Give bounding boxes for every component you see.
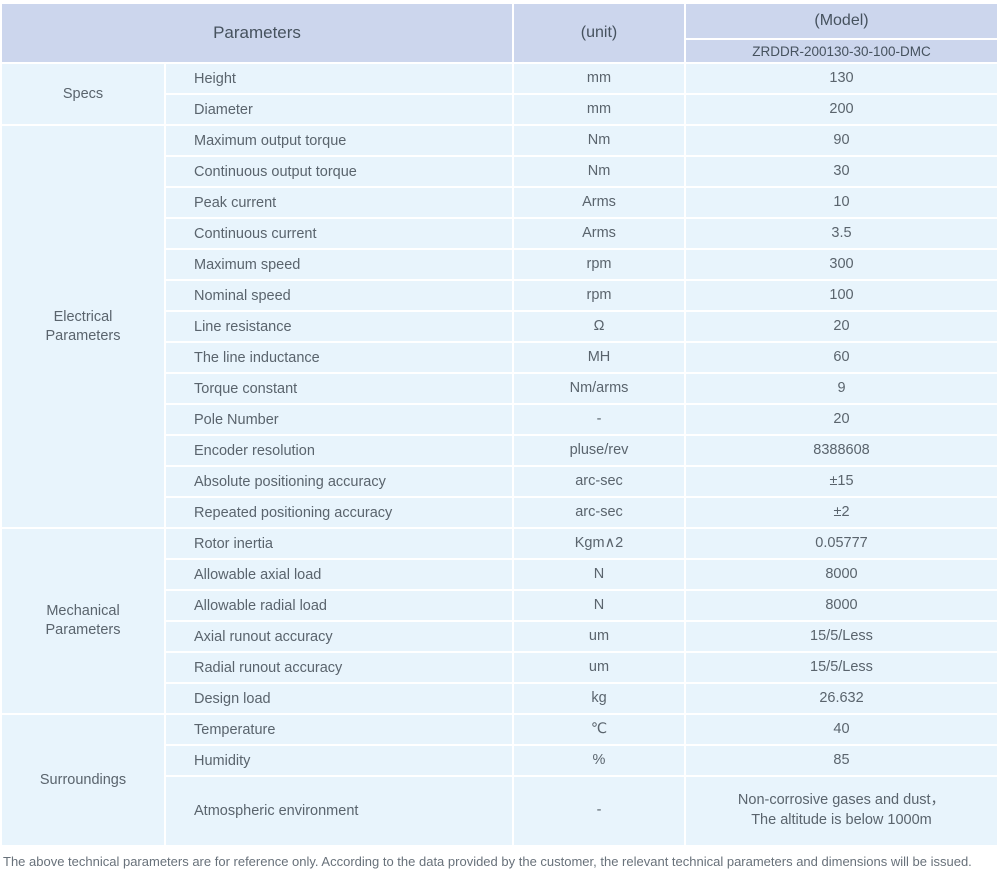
value-cell: 3.5 — [686, 219, 997, 248]
value-cell: 10 — [686, 188, 997, 217]
unit-cell: Arms — [514, 219, 684, 248]
parameters-header: Parameters — [2, 4, 512, 62]
unit-cell: ℃ — [514, 715, 684, 744]
unit-cell: rpm — [514, 250, 684, 279]
value-cell: 26.632 — [686, 684, 997, 713]
value-cell: 40 — [686, 715, 997, 744]
value-cell: 8388608 — [686, 436, 997, 465]
param-cell: Maximum output torque — [166, 126, 512, 155]
unit-cell: um — [514, 653, 684, 682]
param-cell: Absolute positioning accuracy — [166, 467, 512, 496]
value-cell: 130 — [686, 64, 997, 93]
param-cell: Encoder resolution — [166, 436, 512, 465]
model-header: (Model) — [686, 4, 997, 38]
param-cell: Temperature — [166, 715, 512, 744]
param-cell: Axial runout accuracy — [166, 622, 512, 651]
unit-cell: % — [514, 746, 684, 775]
unit-cell: arc-sec — [514, 498, 684, 527]
unit-cell: Ω — [514, 312, 684, 341]
section-label-specs: Specs — [2, 64, 164, 124]
param-cell: Pole Number — [166, 405, 512, 434]
value-cell: 60 — [686, 343, 997, 372]
spec-table: Parameters (unit) (Model) ZRDDR-200130-3… — [2, 4, 997, 845]
param-cell: Nominal speed — [166, 281, 512, 310]
param-cell: The line inductance — [166, 343, 512, 372]
unit-cell: pluse/rev — [514, 436, 684, 465]
section-label-electrical-parameters: Electrical Parameters — [2, 126, 164, 527]
param-cell: Peak current — [166, 188, 512, 217]
footer-note: The above technical parameters are for r… — [3, 854, 972, 869]
param-cell: Maximum speed — [166, 250, 512, 279]
value-cell: 30 — [686, 157, 997, 186]
value-cell: 100 — [686, 281, 997, 310]
unit-cell: um — [514, 622, 684, 651]
param-cell: Atmospheric environment — [166, 777, 512, 845]
value-cell: 20 — [686, 405, 997, 434]
param-cell: Diameter — [166, 95, 512, 124]
value-cell: 200 — [686, 95, 997, 124]
section-label-surroundings: Surroundings — [2, 715, 164, 845]
unit-cell: Nm — [514, 157, 684, 186]
param-cell: Humidity — [166, 746, 512, 775]
unit-cell: Nm — [514, 126, 684, 155]
value-cell: 9 — [686, 374, 997, 403]
unit-cell: mm — [514, 95, 684, 124]
unit-cell: Kgm∧2 — [514, 529, 684, 558]
value-cell: 85 — [686, 746, 997, 775]
unit-cell: Arms — [514, 188, 684, 217]
unit-cell: MH — [514, 343, 684, 372]
value-cell: ±2 — [686, 498, 997, 527]
unit-cell: rpm — [514, 281, 684, 310]
param-cell: Rotor inertia — [166, 529, 512, 558]
param-cell: Height — [166, 64, 512, 93]
value-cell: 0.05777 — [686, 529, 997, 558]
section-label-mechanical-parameters: Mechanical Parameters — [2, 529, 164, 713]
value-cell: Non-corrosive gases and dust， The altitu… — [686, 777, 997, 845]
unit-cell: - — [514, 405, 684, 434]
value-cell: 15/5/Less — [686, 653, 997, 682]
value-cell: 300 — [686, 250, 997, 279]
param-cell: Continuous current — [166, 219, 512, 248]
param-cell: Torque constant — [166, 374, 512, 403]
value-cell: 8000 — [686, 560, 997, 589]
unit-cell: mm — [514, 64, 684, 93]
value-cell: 90 — [686, 126, 997, 155]
unit-cell: arc-sec — [514, 467, 684, 496]
unit-cell: N — [514, 560, 684, 589]
param-cell: Continuous output torque — [166, 157, 512, 186]
param-cell: Allowable radial load — [166, 591, 512, 620]
param-cell: Line resistance — [166, 312, 512, 341]
unit-cell: kg — [514, 684, 684, 713]
param-cell: Allowable axial load — [166, 560, 512, 589]
value-cell: 8000 — [686, 591, 997, 620]
unit-cell: N — [514, 591, 684, 620]
unit-cell: - — [514, 777, 684, 845]
value-cell: ±15 — [686, 467, 997, 496]
value-cell: 15/5/Less — [686, 622, 997, 651]
unit-header: (unit) — [514, 4, 684, 62]
value-cell: 20 — [686, 312, 997, 341]
model-code: ZRDDR-200130-30-100-DMC — [686, 40, 997, 62]
param-cell: Radial runout accuracy — [166, 653, 512, 682]
param-cell: Design load — [166, 684, 512, 713]
unit-cell: Nm/arms — [514, 374, 684, 403]
param-cell: Repeated positioning accuracy — [166, 498, 512, 527]
